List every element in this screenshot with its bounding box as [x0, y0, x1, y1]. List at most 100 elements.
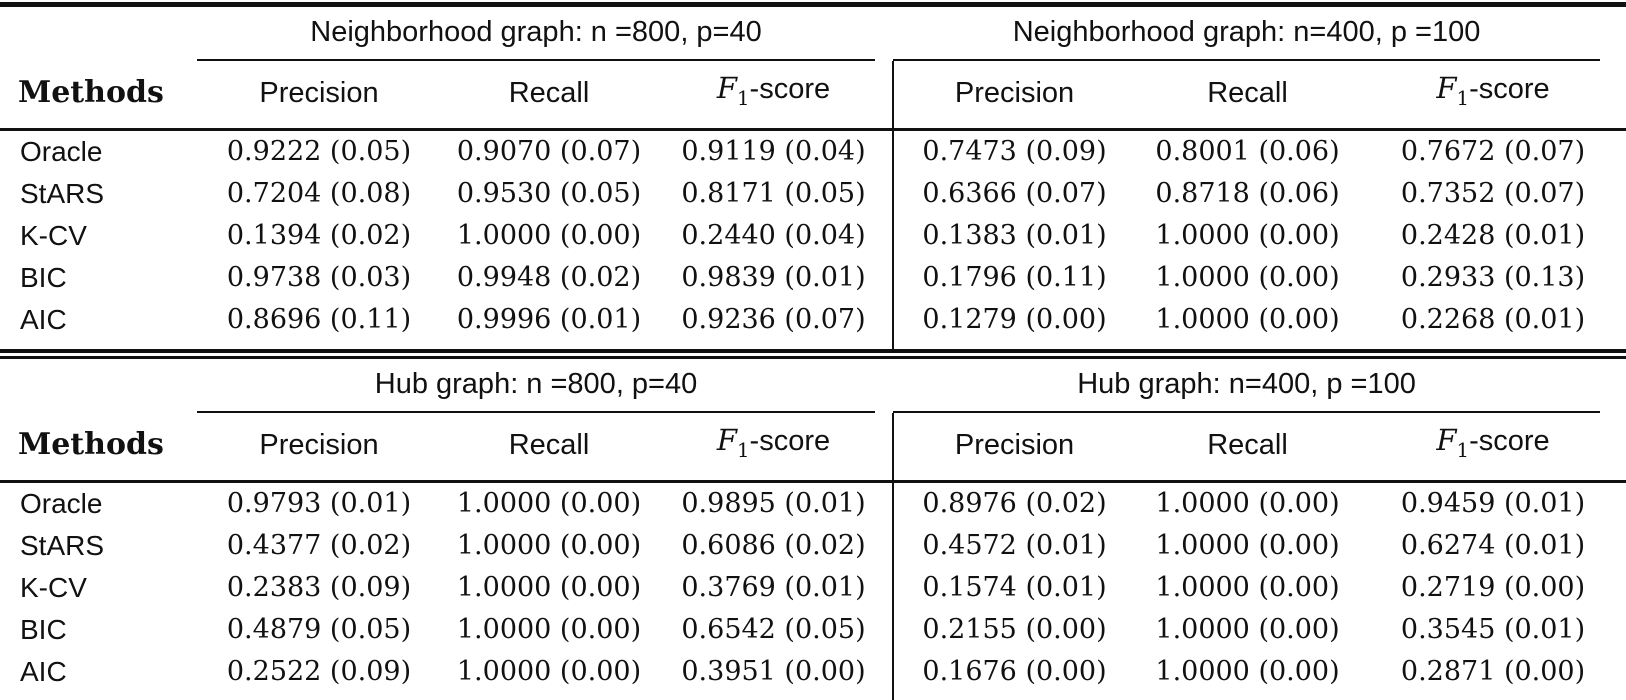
- metric-cell: 0.6366 (0.07): [892, 172, 1136, 215]
- metric-cell: 0.7352 (0.07): [1400, 178, 1586, 210]
- column-header-row: Methods Precision Recall F1-score Precis…: [0, 412, 1626, 483]
- metric-cell: 0.2522 (0.09): [226, 656, 412, 688]
- metric-cell: 0.1383 (0.01): [892, 214, 1136, 257]
- metric-cell: 0.2268 (0.01): [1400, 304, 1586, 336]
- metric-cell: 0.1796 (0.11): [892, 256, 1136, 299]
- method-label: BIC: [20, 261, 67, 293]
- metric-cell: 0.6542 (0.05): [681, 614, 866, 646]
- table-row: K-CV 0.2383 (0.09) 1.0000 (0.00) 0.3769 …: [0, 566, 1626, 609]
- table-row: AIC 0.2522 (0.09) 1.0000 (0.00) 0.3951 (…: [0, 650, 1626, 700]
- method-label: Oracle: [20, 487, 103, 519]
- metric-cell: 0.8001 (0.06): [1155, 136, 1340, 168]
- f1-score-header: F1-score: [1360, 412, 1626, 483]
- metric-cell: 0.7204 (0.08): [226, 178, 412, 210]
- hub-graph-panel: Hub graph: n =800, p=40 Hub graph: n=400…: [0, 359, 1626, 700]
- metric-cell: 0.4572 (0.01): [892, 524, 1136, 567]
- metric-cell: 1.0000 (0.00): [1155, 614, 1340, 646]
- metric-cell: 0.9530 (0.05): [456, 178, 642, 210]
- recall-header: Recall: [1135, 412, 1361, 483]
- group-title-row: Neighborhood graph: n =800, p=40 Neighbo…: [0, 7, 1626, 61]
- table-row: BIC 0.4879 (0.05) 1.0000 (0.00) 0.6542 (…: [0, 608, 1626, 651]
- metric-cell: 0.7473 (0.09): [892, 129, 1136, 173]
- table-row: Oracle 0.9222 (0.05) 0.9070 (0.07) 0.911…: [0, 129, 1626, 173]
- method-label: AIC: [20, 655, 67, 687]
- metric-cell: 1.0000 (0.00): [456, 614, 642, 646]
- method-label: Oracle: [20, 135, 103, 167]
- method-label: BIC: [20, 613, 67, 645]
- metric-cell: 0.9839 (0.01): [681, 262, 866, 294]
- group-cell-right: Hub graph: n=400, p =100: [893, 359, 1626, 413]
- metric-cell: 0.2719 (0.00): [1400, 572, 1586, 604]
- metric-cell: 0.6086 (0.02): [681, 530, 866, 562]
- group-cell-left: Neighborhood graph: n =800, p=40: [195, 7, 893, 61]
- table-row: Oracle 0.9793 (0.01) 1.0000 (0.00) 0.989…: [0, 481, 1626, 525]
- metric-cell: 0.1574 (0.01): [892, 566, 1136, 609]
- metric-cell: 1.0000 (0.00): [456, 656, 642, 688]
- recall-header: Recall: [443, 61, 655, 131]
- recall-header: Recall: [1135, 61, 1361, 131]
- group-title-left: Neighborhood graph: n =800, p=40: [310, 16, 762, 48]
- group-title-row: Hub graph: n =800, p=40 Hub graph: n=400…: [0, 359, 1626, 413]
- method-label: StARS: [20, 177, 105, 209]
- metric-cell: 0.2440 (0.04): [681, 220, 866, 252]
- metric-cell: 0.4879 (0.05): [226, 614, 412, 646]
- metric-cell: 0.9119 (0.04): [681, 136, 866, 168]
- metric-cell: 1.0000 (0.00): [1155, 656, 1340, 688]
- metric-cell: 0.7672 (0.07): [1400, 136, 1586, 168]
- table-row: AIC 0.8696 (0.11) 0.9996 (0.01) 0.9236 (…: [0, 298, 1626, 349]
- metric-cell: 0.3545 (0.01): [1400, 614, 1586, 646]
- metric-cell: 1.0000 (0.00): [1155, 304, 1340, 336]
- metric-cell: 1.0000 (0.00): [1155, 220, 1340, 252]
- f1-score-header: F1-score: [655, 412, 894, 483]
- table-row: BIC 0.9738 (0.03) 0.9948 (0.02) 0.9839 (…: [0, 256, 1626, 299]
- metric-cell: 0.9222 (0.05): [226, 136, 412, 168]
- method-label: K-CV: [20, 571, 87, 603]
- metric-cell: 0.1394 (0.02): [226, 220, 412, 252]
- metric-cell: 0.2155 (0.00): [892, 608, 1136, 651]
- group-title-left: Hub graph: n =800, p=40: [374, 367, 698, 400]
- metric-cell: 0.1676 (0.00): [892, 650, 1136, 700]
- metric-cell: 0.2428 (0.01): [1400, 220, 1586, 252]
- table-row: StARS 0.4377 (0.02) 1.0000 (0.00) 0.6086…: [0, 524, 1626, 567]
- precision-header: Precision: [195, 61, 443, 131]
- metric-cell: 0.9996 (0.01): [456, 304, 642, 336]
- recall-header: Recall: [443, 412, 655, 483]
- precision-header: Precision: [892, 61, 1136, 131]
- metric-cell: 1.0000 (0.00): [456, 488, 642, 520]
- metric-cell: 1.0000 (0.00): [456, 220, 642, 252]
- metric-cell: 0.8976 (0.02): [892, 481, 1136, 525]
- metric-cell: 0.9236 (0.07): [681, 304, 866, 336]
- methods-header: Methods: [0, 61, 195, 131]
- table-top-rule: [0, 2, 1626, 7]
- table-row: StARS 0.7204 (0.08) 0.9530 (0.05) 0.8171…: [0, 172, 1626, 215]
- metric-cell: 0.8718 (0.06): [1155, 178, 1340, 210]
- f1-score-header: F1-score: [1360, 61, 1626, 131]
- metric-cell: 0.2933 (0.13): [1400, 262, 1586, 294]
- metric-cell: 1.0000 (0.00): [1155, 572, 1340, 604]
- method-label: AIC: [20, 303, 67, 335]
- group-title-right: Hub graph: n=400, p =100: [1077, 367, 1416, 400]
- f1-score-header: F1-score: [655, 61, 894, 131]
- neighborhood-graph-panel: Neighborhood graph: n =800, p=40 Neighbo…: [0, 7, 1626, 349]
- metric-cell: 0.2871 (0.00): [1400, 656, 1586, 688]
- metric-cell: 0.6274 (0.01): [1400, 530, 1586, 562]
- methods-header: Methods: [0, 412, 195, 483]
- precision-header: Precision: [195, 412, 443, 483]
- table-row: K-CV 0.1394 (0.02) 1.0000 (0.00) 0.2440 …: [0, 214, 1626, 257]
- metric-cell: 0.9948 (0.02): [456, 262, 642, 294]
- method-label: K-CV: [20, 219, 87, 251]
- metric-cell: 0.8696 (0.11): [226, 304, 412, 336]
- metric-cell: 0.4377 (0.02): [226, 530, 412, 562]
- metric-cell: 1.0000 (0.00): [1155, 262, 1340, 294]
- metric-cell: 1.0000 (0.00): [1155, 530, 1340, 562]
- group-cell-left: Hub graph: n =800, p=40: [195, 359, 893, 413]
- metric-cell: 0.9459 (0.01): [1400, 488, 1586, 520]
- group-title-right: Neighborhood graph: n=400, p =100: [1012, 16, 1481, 48]
- panel-divider-double-rule: [0, 348, 1626, 359]
- spacer-cell: [0, 359, 195, 413]
- metric-cell: 0.9738 (0.03): [226, 262, 412, 294]
- metric-cell: 0.9070 (0.07): [456, 136, 642, 168]
- metric-cell: 0.9895 (0.01): [681, 488, 866, 520]
- group-cell-right: Neighborhood graph: n=400, p =100: [893, 7, 1626, 61]
- metric-cell: 0.9793 (0.01): [226, 488, 412, 520]
